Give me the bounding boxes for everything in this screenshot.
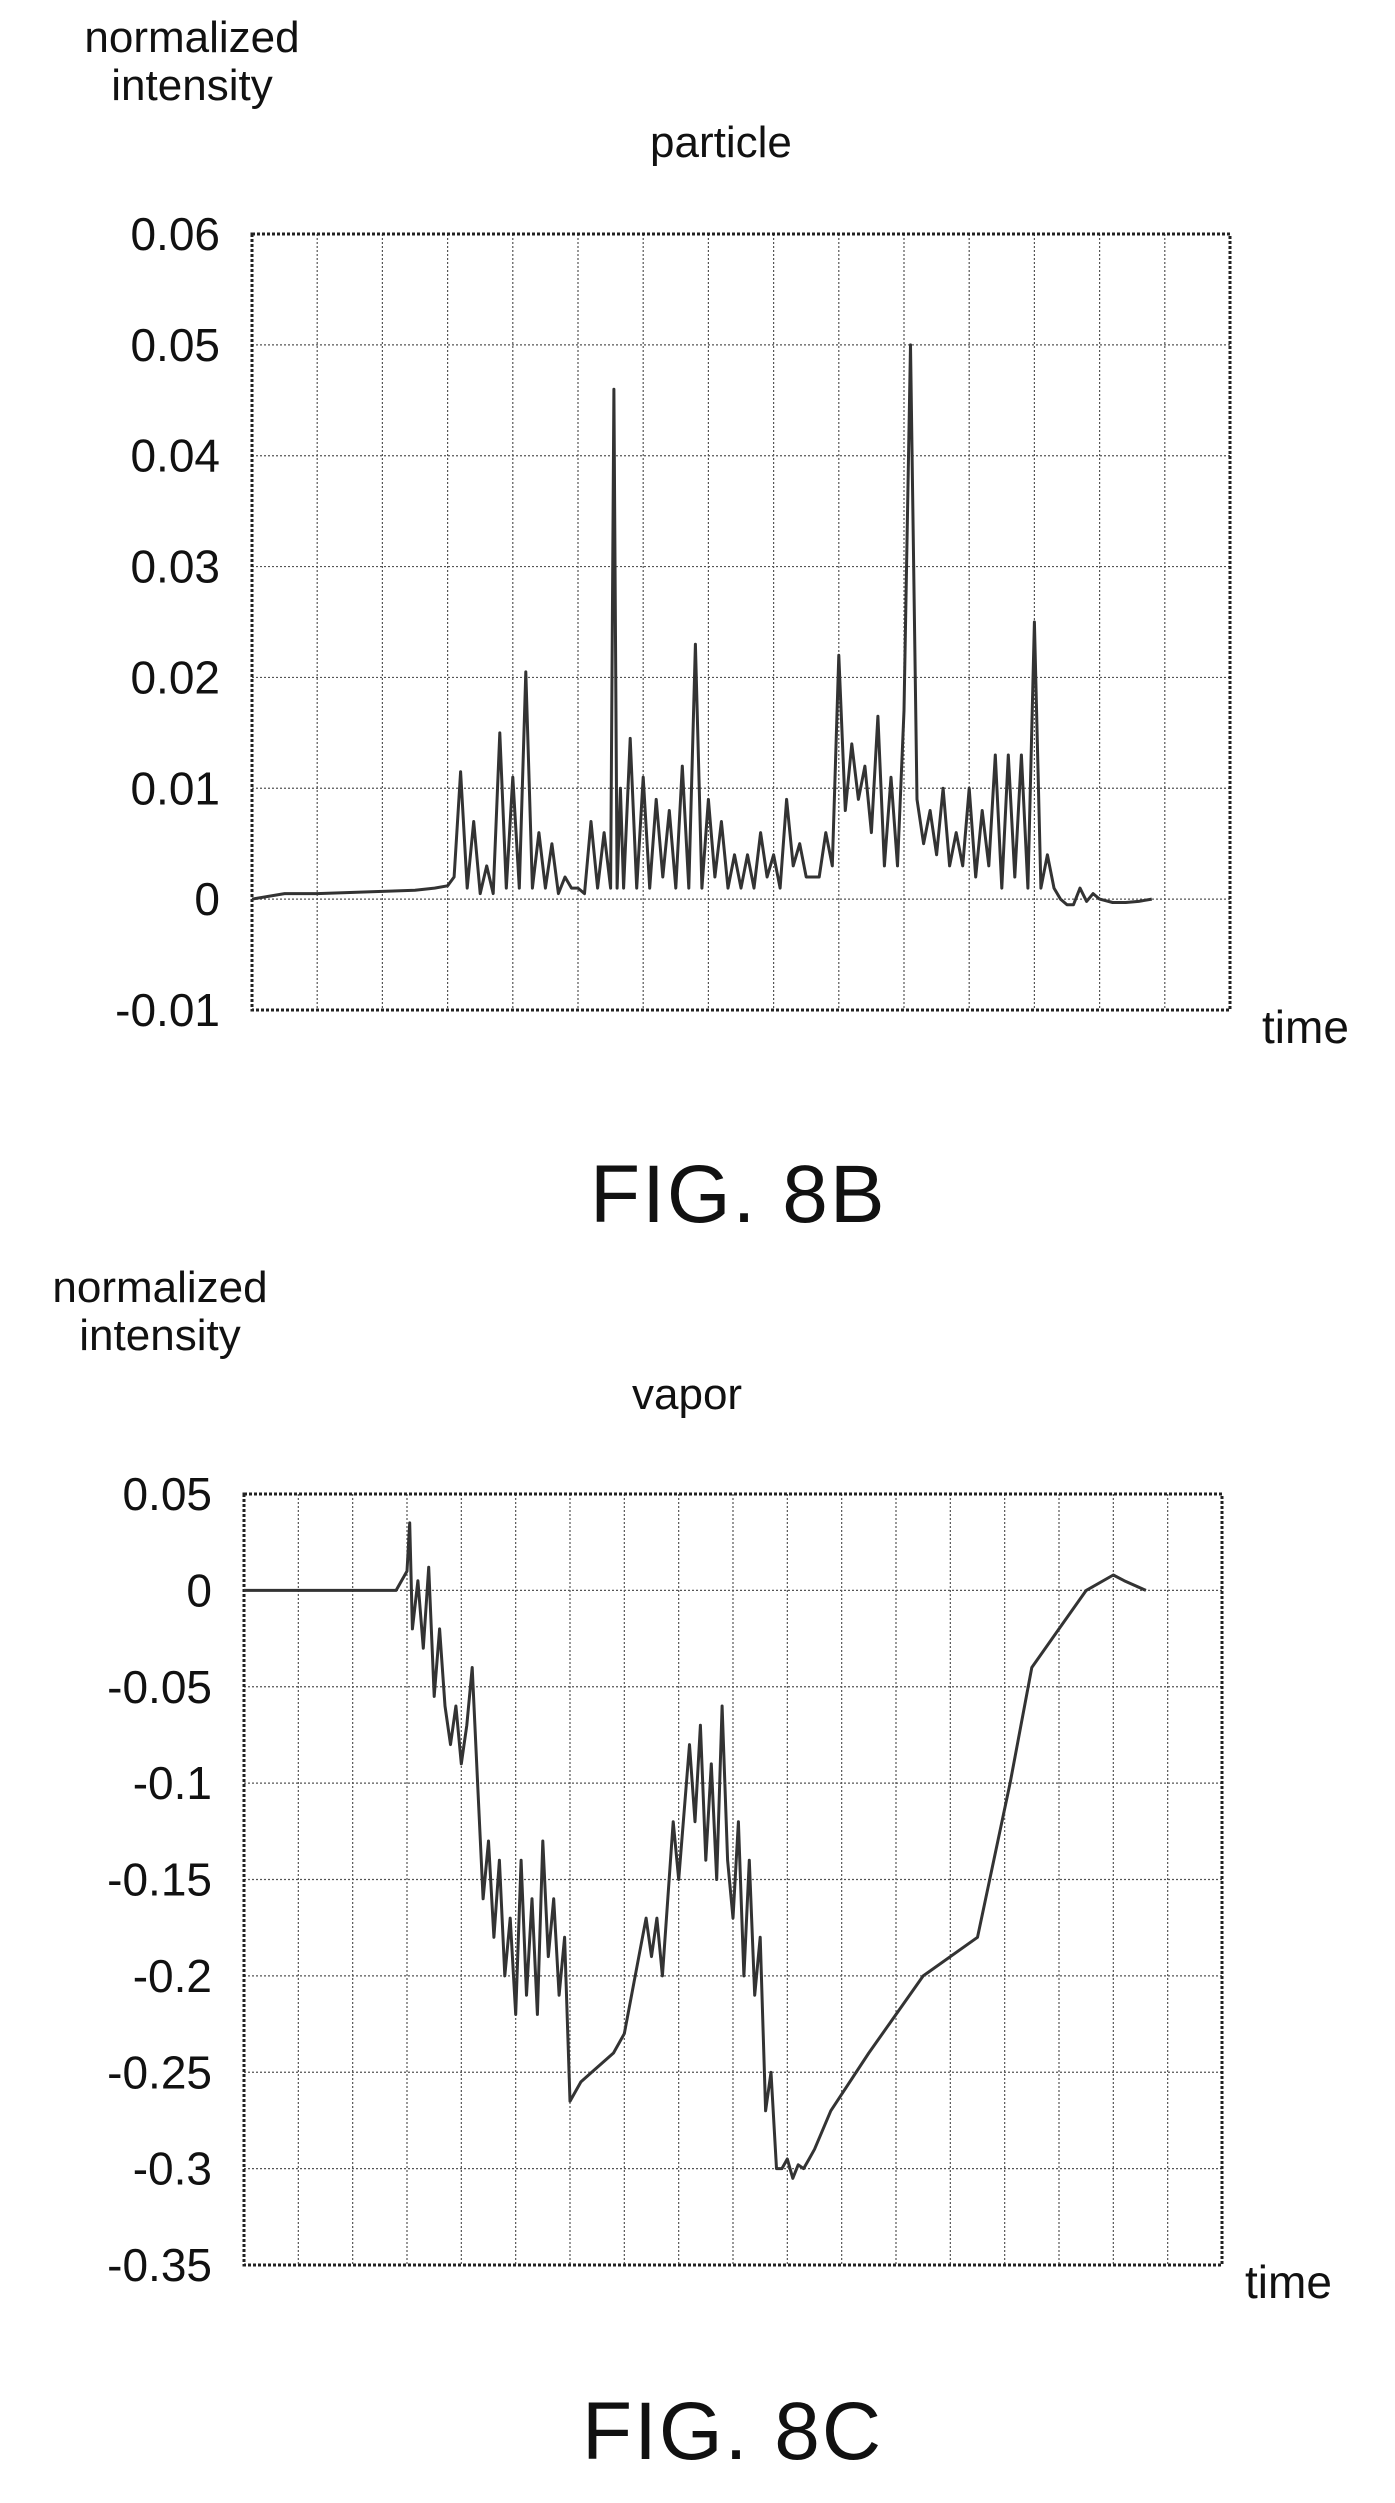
- chart-8c-ylabel: normalized intensity: [10, 1263, 340, 1361]
- chart-8c-ylabel-text: normalized intensity: [52, 1263, 268, 1361]
- chart-8b-frame: [250, 232, 1232, 1012]
- chart-8c-ytick-label: -0.25: [107, 2046, 212, 2098]
- chart-8b-ytick-label: 0.03: [130, 541, 220, 593]
- chart-8b-ytick-label: 0.05: [130, 319, 220, 371]
- chart-8b-ytick-label: 0.02: [130, 651, 220, 703]
- chart-8b-ytick-label: -0.01: [115, 984, 220, 1036]
- chart-8c-ytick-label: -0.2: [133, 1950, 212, 2002]
- chart-8c-ytick-label: -0.05: [107, 1661, 212, 1713]
- chart-8b-ytick-label: 0.06: [130, 208, 220, 260]
- chart-8c-frame: [242, 1492, 1224, 2267]
- chart-8c-xlabel: time: [1245, 2256, 1332, 2308]
- chart-8c-ytick-label: -0.15: [107, 1854, 212, 1906]
- chart-8b-title: particle: [650, 118, 792, 167]
- chart-8b-ylabel: normalized intensity: [42, 13, 372, 111]
- chart-8c-ytick-label: -0.1: [133, 1757, 212, 1809]
- figure-label-8b: FIG. 8B: [590, 1149, 887, 1240]
- chart-8b-ylabel-text: normalized intensity: [84, 13, 300, 111]
- chart-8c-title: vapor: [632, 1370, 743, 1419]
- chart-8c-ytick-label: 0: [186, 1564, 212, 1616]
- chart-8b-series-line: [251, 343, 1153, 907]
- chart-8c-ytick-label: 0.05: [122, 1468, 212, 1520]
- chart-8b-xlabel: time: [1262, 1001, 1349, 1053]
- chart-8b-ytick-label: 0: [194, 873, 220, 925]
- chart-8c-series-line: [244, 1521, 1147, 2180]
- chart-8b-ytick-label: 0.01: [130, 762, 220, 814]
- chart-8c-ytick-label: -0.3: [133, 2143, 212, 2195]
- chart-8c-ytick-label: -0.35: [107, 2239, 212, 2291]
- figure-label-8c: FIG. 8C: [582, 2386, 884, 2477]
- chart-8b-ytick-label: 0.04: [130, 430, 220, 482]
